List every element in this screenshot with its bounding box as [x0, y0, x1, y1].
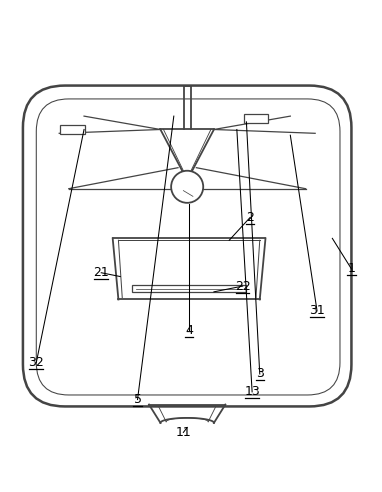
- Text: 4: 4: [185, 324, 193, 337]
- Text: 5: 5: [134, 393, 141, 406]
- Bar: [60, 125, 85, 134]
- Bar: [244, 114, 269, 123]
- Bar: [132, 285, 246, 292]
- Text: 31: 31: [309, 305, 325, 317]
- Text: 32: 32: [28, 356, 44, 369]
- Text: 1: 1: [348, 262, 355, 276]
- FancyBboxPatch shape: [23, 86, 351, 406]
- Text: 21: 21: [93, 266, 109, 279]
- Text: 11: 11: [175, 426, 191, 439]
- Text: 2: 2: [246, 211, 254, 224]
- Text: 3: 3: [256, 368, 264, 380]
- Text: 22: 22: [235, 279, 251, 293]
- Circle shape: [171, 171, 203, 203]
- Text: 13: 13: [244, 385, 260, 399]
